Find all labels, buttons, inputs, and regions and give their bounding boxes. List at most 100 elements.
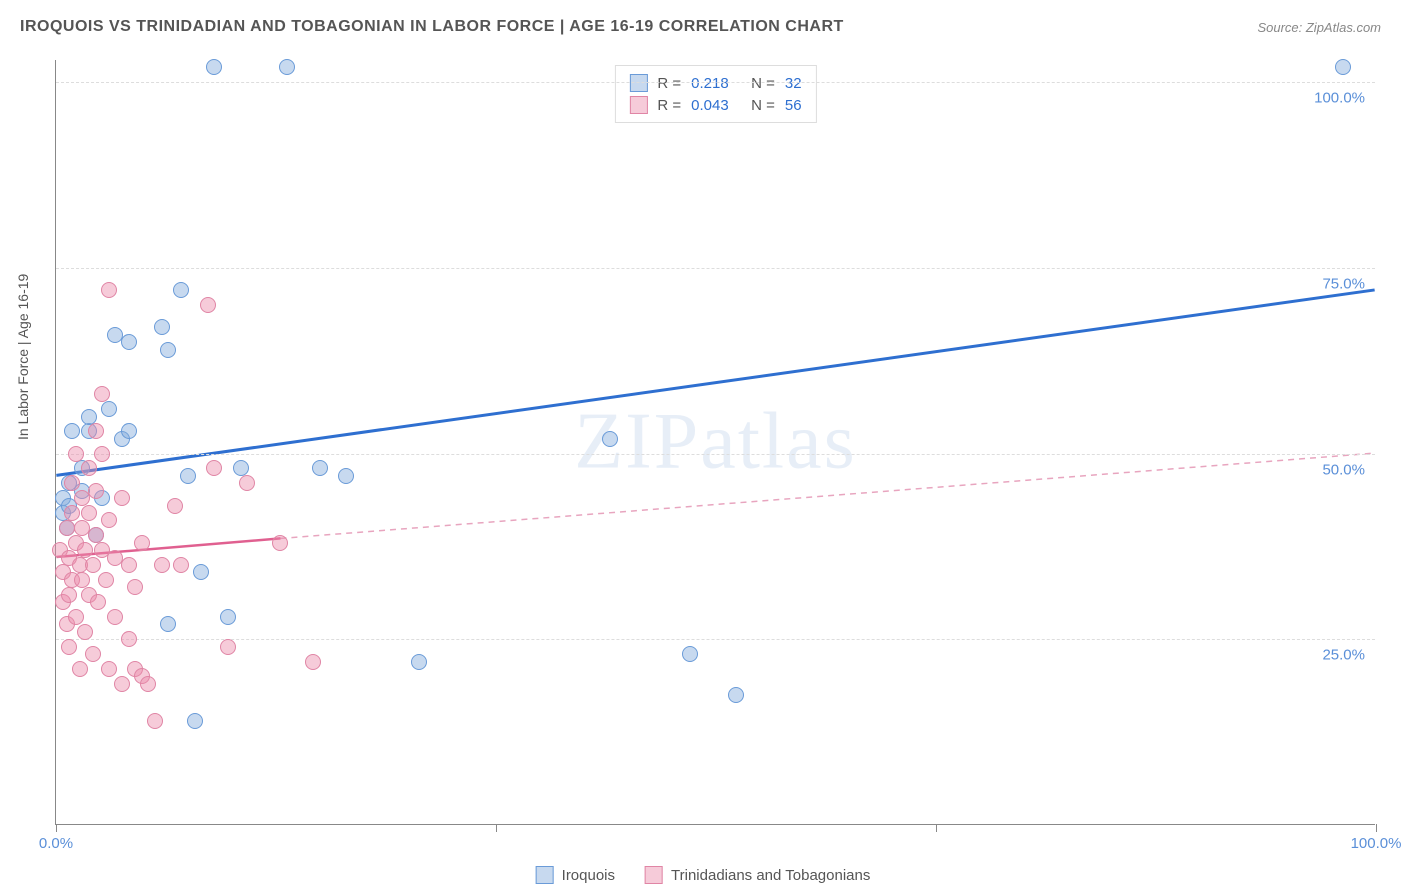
scatter-point (59, 520, 75, 536)
scatter-point (602, 431, 618, 447)
scatter-point (167, 498, 183, 514)
x-tick-label: 0.0% (39, 835, 73, 852)
gridline (56, 639, 1375, 640)
scatter-point (239, 475, 255, 491)
r-label: R = (657, 97, 681, 114)
scatter-point (114, 490, 130, 506)
scatter-point (338, 468, 354, 484)
gridline (56, 268, 1375, 269)
x-tick (56, 824, 57, 832)
scatter-point (77, 542, 93, 558)
r-value: 0.043 (691, 97, 741, 114)
scatter-point (233, 460, 249, 476)
gridline (56, 82, 1375, 83)
scatter-point (101, 282, 117, 298)
scatter-point (68, 609, 84, 625)
scatter-point (220, 609, 236, 625)
gridline (56, 454, 1375, 455)
scatter-point (61, 587, 77, 603)
scatter-point (134, 535, 150, 551)
scatter-point (72, 661, 88, 677)
source-attribution: Source: ZipAtlas.com (1257, 20, 1381, 35)
scatter-point (682, 646, 698, 662)
scatter-point (180, 468, 196, 484)
scatter-point (160, 616, 176, 632)
y-tick-label: 50.0% (1322, 461, 1365, 478)
scatter-point (127, 579, 143, 595)
scatter-point (305, 654, 321, 670)
scatter-point (154, 557, 170, 573)
scatter-point (272, 535, 288, 551)
scatter-point (94, 446, 110, 462)
x-tick-label: 100.0% (1351, 835, 1402, 852)
scatter-point (200, 297, 216, 313)
legend-swatch (645, 866, 663, 884)
series-legend: Iroquois Trinidadians and Tobagonians (536, 866, 871, 884)
x-tick (496, 824, 497, 832)
scatter-point (154, 319, 170, 335)
scatter-point (411, 654, 427, 670)
series-legend-item: Iroquois (536, 866, 615, 884)
scatter-point (85, 646, 101, 662)
scatter-point (279, 59, 295, 75)
x-tick (936, 824, 937, 832)
scatter-point (121, 557, 137, 573)
scatter-point (61, 639, 77, 655)
scatter-point (64, 475, 80, 491)
plot-area: ZIPatlas R =0.218N =32R =0.043N =56 25.0… (55, 60, 1375, 825)
scatter-point (88, 423, 104, 439)
scatter-point (77, 624, 93, 640)
y-tick-label: 25.0% (1322, 647, 1365, 664)
series-label: Trinidadians and Tobagonians (671, 867, 870, 884)
scatter-point (88, 527, 104, 543)
scatter-point (94, 386, 110, 402)
scatter-point (81, 505, 97, 521)
scatter-point (220, 639, 236, 655)
scatter-point (98, 572, 114, 588)
chart-container: IROQUOIS VS TRINIDADIAN AND TOBAGONIAN I… (0, 0, 1406, 892)
scatter-point (121, 334, 137, 350)
legend-swatch (536, 866, 554, 884)
scatter-point (206, 59, 222, 75)
scatter-point (1335, 59, 1351, 75)
trend-line (280, 453, 1374, 538)
scatter-point (173, 557, 189, 573)
scatter-point (728, 687, 744, 703)
scatter-point (121, 631, 137, 647)
scatter-point (90, 594, 106, 610)
scatter-point (121, 423, 137, 439)
scatter-point (81, 409, 97, 425)
legend-row: R = 0.043 N = 56 (629, 94, 801, 116)
scatter-point (206, 460, 222, 476)
scatter-point (88, 483, 104, 499)
scatter-point (187, 713, 203, 729)
scatter-point (107, 609, 123, 625)
y-tick-label: 100.0% (1314, 90, 1365, 107)
series-label: Iroquois (562, 867, 615, 884)
scatter-point (114, 676, 130, 692)
series-legend-item: Trinidadians and Tobagonians (645, 866, 870, 884)
legend-swatch (629, 96, 647, 114)
trend-lines (56, 60, 1375, 824)
scatter-point (147, 713, 163, 729)
scatter-point (193, 564, 209, 580)
scatter-point (140, 676, 156, 692)
x-tick (1376, 824, 1377, 832)
n-label: N = (751, 97, 775, 114)
n-value: 56 (785, 97, 802, 114)
scatter-point (101, 512, 117, 528)
scatter-point (101, 661, 117, 677)
scatter-point (312, 460, 328, 476)
scatter-point (68, 446, 84, 462)
scatter-point (160, 342, 176, 358)
scatter-point (85, 557, 101, 573)
scatter-point (173, 282, 189, 298)
correlation-legend: R =0.218N =32R =0.043N =56 (614, 65, 816, 123)
y-tick-label: 75.0% (1322, 275, 1365, 292)
chart-title: IROQUOIS VS TRINIDADIAN AND TOBAGONIAN I… (20, 18, 844, 36)
scatter-point (101, 401, 117, 417)
scatter-point (64, 423, 80, 439)
scatter-point (81, 460, 97, 476)
trend-line (56, 290, 1374, 475)
scatter-point (64, 505, 80, 521)
